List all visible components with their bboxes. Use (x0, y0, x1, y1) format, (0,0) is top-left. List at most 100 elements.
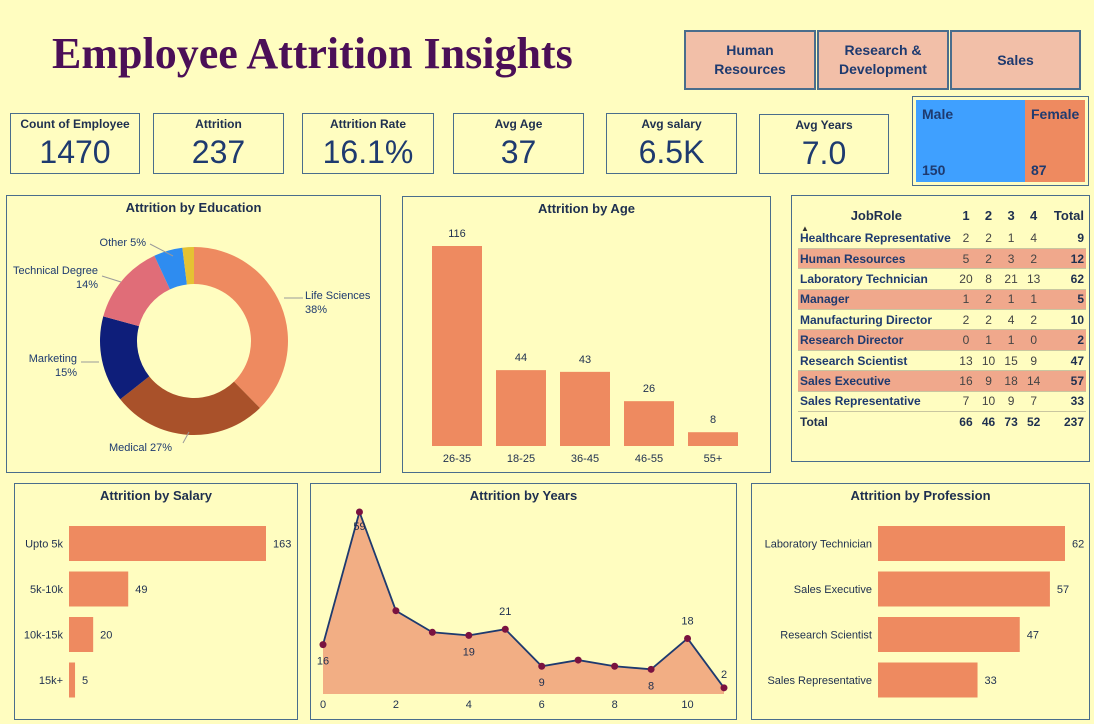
total-cell: 10 (1044, 309, 1086, 331)
value-cell: 0 (954, 329, 978, 351)
profession-bar-value: 47 (1027, 630, 1039, 642)
education-slice[interactable] (120, 376, 260, 435)
female-label: Female (1031, 106, 1080, 122)
years-x-tick: 4 (466, 699, 472, 711)
jobrole-cell: Sales Representative (798, 391, 955, 413)
years-point[interactable] (392, 607, 400, 615)
table-row[interactable]: Manager 1 2 1 1 5 (798, 289, 1086, 311)
total-value: 66 (959, 414, 973, 429)
years-point[interactable] (501, 625, 509, 633)
years-point[interactable] (319, 641, 327, 649)
header-col-2[interactable]: 2 (984, 207, 993, 223)
value-cell: 1 (977, 329, 1000, 351)
years-point[interactable] (574, 656, 582, 664)
years-point[interactable] (647, 665, 655, 673)
total-label: Total (800, 414, 828, 429)
value-cell: 15 (999, 350, 1023, 372)
value-cell: 9 (1022, 350, 1045, 372)
value-cell: 7 (1022, 391, 1045, 413)
header-col-3[interactable]: 3 (1007, 207, 1015, 223)
value-cell: 21 (999, 268, 1023, 290)
gender-female-tile[interactable]: Female 87 (1025, 100, 1085, 182)
human-resources-button[interactable]: Human Resources (684, 30, 816, 90)
gender-male-tile[interactable]: Male 150 (916, 100, 1025, 182)
kpi-value: 237 (191, 134, 246, 170)
years-x-tick: 8 (612, 699, 618, 711)
male-label: Male (922, 106, 954, 122)
years-point[interactable] (428, 628, 436, 636)
total-cell: 12 (1044, 248, 1086, 270)
value-cell: 9 (977, 370, 1000, 392)
education-slice[interactable] (103, 255, 170, 327)
age-bar[interactable] (688, 432, 738, 446)
header-col-1[interactable]: 1 (962, 207, 970, 223)
kpi-avg-years: Avg Years 7.0 (759, 114, 889, 174)
kpi-value: 1470 (39, 134, 111, 170)
education-slice[interactable] (99, 316, 150, 400)
table-total-row: Total 66 46 73 52 237 (798, 412, 1086, 432)
table-row[interactable]: Manufacturing Director 2 2 4 2 10 (798, 309, 1086, 331)
table-row[interactable]: Research Director 0 1 1 0 2 (798, 329, 1086, 351)
education-slice[interactable] (194, 247, 288, 408)
salary-bar[interactable] (69, 617, 94, 652)
header-total[interactable]: Total (1053, 207, 1084, 223)
profession-category-label: Research Scientist (780, 630, 872, 642)
kpi-value: 16.1% (322, 134, 414, 170)
salary-bar[interactable] (69, 571, 129, 607)
profession-bar[interactable] (878, 662, 978, 698)
header-jobrole[interactable]: JobRole (850, 207, 902, 223)
education-slice[interactable] (154, 247, 187, 290)
years-point[interactable] (538, 662, 546, 670)
table-row[interactable]: Laboratory Technician 20 8 21 13 62 (798, 268, 1086, 290)
years-point[interactable] (720, 684, 728, 692)
years-point[interactable] (355, 508, 363, 516)
age-bar[interactable] (624, 401, 674, 446)
table-header-row: JobRole 1 2 3 4 Total (798, 202, 1086, 228)
age-bar-chart: 116 26-35 44 18-25 43 36-45 26 46-55 8 55+ (432, 228, 738, 465)
salary-bar[interactable] (69, 662, 76, 698)
table-row[interactable]: Healthcare Representative 2 2 1 4 9 (798, 228, 1086, 249)
age-bar-value: 26 (643, 383, 655, 395)
years-point[interactable] (465, 631, 473, 639)
table-row[interactable]: Sales Representative 7 10 9 7 33 (798, 391, 1086, 413)
research-development-button[interactable]: Research & Development (817, 30, 949, 90)
table-row[interactable]: Human Resources 5 2 3 2 12 (798, 248, 1086, 270)
profession-bar[interactable] (878, 617, 1020, 652)
page-title: Employee Attrition Insights (52, 29, 573, 78)
profession-bar[interactable] (878, 571, 1050, 607)
kpi-attrition: Attrition 237 (153, 113, 284, 174)
leader-line (182, 431, 190, 444)
years-area (323, 512, 724, 694)
age-bar[interactable] (496, 370, 546, 446)
profession-bar[interactable] (878, 526, 1065, 561)
value-cell: 4 (1022, 228, 1045, 249)
age-category-label: 26-35 (443, 453, 471, 465)
kpi-avg-salary: Avg salary 6.5K (606, 113, 737, 174)
kpi-label: Avg Age (494, 117, 543, 131)
education-slice[interactable] (182, 247, 194, 285)
table-row[interactable]: Sales Executive 16 9 18 14 57 (798, 370, 1086, 392)
total-cell: 33 (1044, 391, 1086, 413)
value-cell: 1 (999, 289, 1023, 311)
table-row[interactable]: Research Scientist 13 10 15 9 47 (798, 350, 1086, 372)
jobrole-cell: Research Director (798, 329, 955, 351)
age-bar[interactable] (432, 246, 482, 446)
total-cell: 57 (1044, 370, 1086, 392)
salary-bar-value: 5 (82, 675, 88, 687)
jobrole-cell: Sales Executive (798, 370, 955, 392)
age-bar-value: 44 (515, 352, 527, 364)
profession-title: Attrition by Profession (850, 488, 991, 503)
total-value: 46 (981, 414, 996, 429)
jobrole-table: JobRole 1 2 3 4 Total Healthcare Represe… (798, 202, 1086, 432)
age-bar[interactable] (560, 371, 610, 446)
value-cell: 1 (999, 228, 1023, 249)
salary-bar[interactable] (69, 526, 266, 561)
sales-button[interactable]: Sales (950, 30, 1081, 90)
years-title: Attrition by Years (469, 488, 578, 503)
age-category-label: 55+ (704, 453, 723, 465)
years-point[interactable] (611, 662, 619, 670)
years-point[interactable] (684, 634, 692, 642)
header-col-4[interactable]: 4 (1030, 207, 1038, 223)
salary-panel: Attrition by Salary Upto 5k 163 5k-10k 49 10… (14, 483, 298, 720)
value-cell: 2 (954, 228, 978, 249)
